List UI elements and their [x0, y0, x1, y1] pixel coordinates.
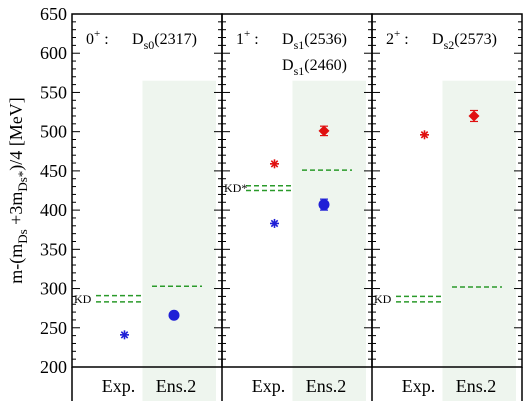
panel-frame-3 — [371, 13, 523, 368]
y-tick-label: 300 — [40, 279, 67, 299]
data-point-circle — [168, 309, 180, 321]
data-point-star — [120, 330, 129, 340]
ens-shade-panel-1 — [142, 80, 216, 401]
y-axis-label: m-(mDs +3mDs*)/4 [MeV] — [6, 97, 30, 284]
ens-shading-layer — [142, 80, 516, 401]
threshold-label: KD — [374, 292, 392, 306]
panel-jp-label: 1+ : — [236, 28, 259, 48]
category-labels: Exp. Ens.2 Exp. Ens.2 Exp. Ens.2 — [102, 376, 497, 396]
ens-shade-panel-3 — [442, 80, 516, 401]
ens-shade-panel-2 — [292, 80, 366, 401]
y-tick-label: 650 — [40, 4, 67, 24]
threshold-lines: KD KD* KD — [74, 169, 502, 306]
panel-jp-label: 2+ : — [386, 28, 409, 48]
panel-state-label: Ds0(2317) — [132, 31, 197, 52]
panel-state-label: Ds1(2536) — [282, 31, 347, 52]
panel-frames — [71, 13, 523, 401]
data-points — [120, 109, 480, 340]
panel-jp-label: 0+ : — [86, 28, 109, 48]
y-tick-label: 250 — [40, 318, 67, 338]
y-tick-label: 550 — [40, 82, 67, 102]
category-label: Ens.2 — [156, 376, 197, 396]
data-point-star — [270, 159, 279, 169]
y-tick-label: 450 — [40, 161, 67, 181]
category-label: Ens.2 — [306, 376, 347, 396]
category-label: Exp. — [102, 376, 136, 396]
panel-state-label: Ds1(2460) — [282, 57, 347, 78]
category-label: Exp. — [252, 376, 286, 396]
y-tick-label: 600 — [40, 43, 67, 63]
y-tick-label: 500 — [40, 122, 67, 142]
data-point-diamond — [318, 125, 330, 137]
y-tick-label: 200 — [40, 357, 67, 377]
y-tick-label: 350 — [40, 239, 67, 259]
data-point-circle — [318, 199, 330, 211]
category-label: Ens.2 — [456, 376, 497, 396]
data-point-diamond — [468, 110, 480, 122]
category-label: Exp. — [402, 376, 436, 396]
data-point-star — [270, 218, 279, 228]
y-axis: 200 250 300 350 400 450 500 550 600 650 — [40, 4, 522, 377]
panel-labels: 0+ : Ds0(2317) 1+ : Ds1(2536) Ds1(2460) 2+ : D… — [86, 28, 497, 78]
threshold-label: KD* — [224, 181, 247, 195]
y-tick-label: 400 — [40, 200, 67, 220]
data-point-star — [420, 130, 429, 140]
panel-state-label: Ds2(2573) — [432, 31, 497, 52]
threshold-label: KD — [74, 292, 92, 306]
